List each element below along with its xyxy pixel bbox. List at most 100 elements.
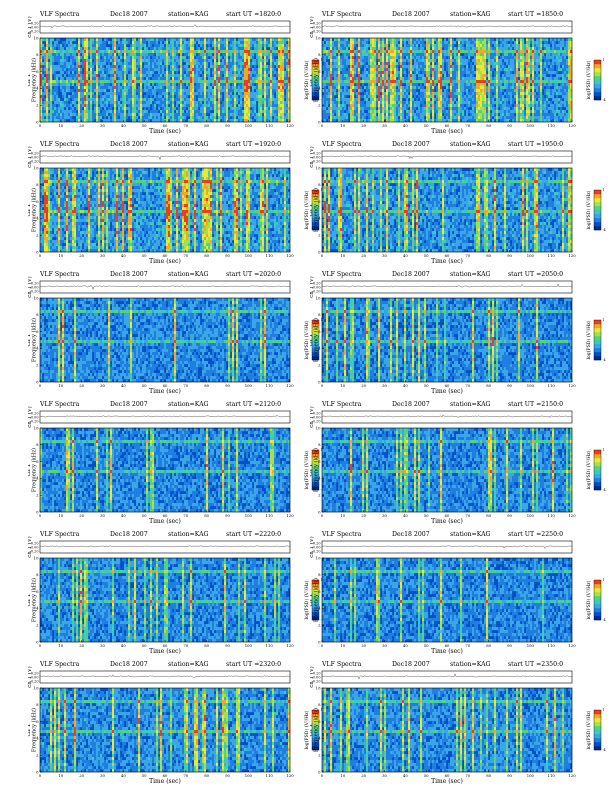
spectrogram-cell: [190, 53, 193, 57]
x-axis-label: Time (sec): [149, 128, 181, 135]
spectrogram-cell: [364, 74, 367, 78]
spectrogram-cell: [440, 38, 443, 42]
spectrogram-cell: [234, 107, 237, 111]
spectrogram-cell: [440, 89, 443, 93]
spectrogram-cell: [394, 101, 397, 105]
spectrogram-cell: [174, 65, 177, 69]
spectrogram-cell: [226, 65, 229, 69]
spectrogram-cell: [158, 56, 161, 60]
spectrogram-cell: [60, 53, 63, 57]
spectrogram-cell: [280, 74, 283, 78]
spectrogram-cell: [344, 86, 347, 90]
spectrogram-cell: [262, 86, 265, 90]
spectrogram-cell: [362, 41, 365, 45]
spectrogram-cell: [90, 101, 93, 105]
spectrogram-cell: [90, 98, 93, 102]
spectrogram-cell: [280, 77, 283, 81]
spectrogram-cell: [382, 62, 385, 66]
spectrogram-cell: [240, 119, 243, 123]
spectrogram-cell: [446, 89, 449, 93]
spectrogram-cell: [286, 59, 289, 63]
spectrogram-cell: [216, 62, 219, 66]
spectrogram-cell: [396, 65, 399, 69]
spectrogram-cell: [182, 113, 185, 117]
spectrogram-cell: [436, 62, 439, 66]
spectrogram-cell: [142, 104, 145, 108]
spectrogram-cell: [102, 59, 105, 63]
spectrogram-cell: [344, 107, 347, 111]
spectrogram-cell: [166, 119, 169, 123]
spectrogram-cell: [76, 119, 79, 123]
spectrogram-cell: [194, 59, 197, 63]
spectrogram-cell: [342, 92, 345, 96]
spectrogram-cell: [342, 38, 345, 42]
spectrogram-cell: [428, 53, 431, 57]
spectrogram-cell: [52, 113, 55, 117]
spectrogram-cell: [346, 92, 349, 96]
spectrogram-cell: [364, 104, 367, 108]
spectrogram-cell: [170, 110, 173, 114]
spectrogram-cell: [430, 44, 433, 48]
spectrogram-cell: [272, 38, 275, 42]
spectrogram-cell: [64, 89, 67, 93]
spectrogram-cell: [150, 50, 153, 54]
spectrogram-cell: [272, 62, 275, 66]
spectrogram-cell: [180, 50, 183, 54]
spectrogram-cell: [400, 119, 403, 123]
spectrogram-cell: [252, 77, 255, 81]
spectrogram-cell: [418, 65, 421, 69]
spectrogram-cell: [270, 71, 273, 75]
spectrogram-cell: [324, 80, 327, 84]
spectrogram-cell: [370, 86, 373, 90]
spectrogram-cell: [178, 80, 181, 84]
spectrogram-cell: [400, 50, 403, 54]
spectrogram-cell: [162, 101, 165, 105]
frequency-axis-label: Frequency (kHz): [31, 58, 38, 102]
spectrogram-cell: [240, 92, 243, 96]
spectrogram-cell: [248, 65, 251, 69]
spectrogram-cell: [162, 104, 165, 108]
spectrogram-cell: [88, 107, 91, 111]
spectrogram-cell: [134, 71, 137, 75]
spectrogram-cell: [266, 77, 269, 81]
spectrogram-cell: [400, 98, 403, 102]
spectrogram-cell: [68, 104, 71, 108]
spectrogram-cell: [240, 95, 243, 99]
spectrogram-cell: [68, 80, 71, 84]
spectrogram-cell: [222, 80, 225, 84]
spectrogram-cell: [166, 65, 169, 69]
spectrogram-cell: [364, 65, 367, 69]
spectrogram-cell: [188, 80, 191, 84]
spectrogram-cell: [432, 50, 435, 54]
spectrogram-cell: [112, 47, 115, 51]
spectrogram-cell: [156, 80, 159, 84]
spectrogram-cell: [456, 77, 459, 81]
spectrogram-cell: [210, 53, 213, 57]
spectrogram-cell: [50, 95, 53, 99]
spectrogram-cell: [394, 65, 397, 69]
spectrogram-cell: [224, 53, 227, 57]
spectrogram-cell: [438, 89, 441, 93]
spectrogram-cell: [396, 56, 399, 60]
spectrogram-cell: [338, 50, 341, 54]
spectrogram-cell: [376, 71, 379, 75]
spectrogram-cell: [118, 113, 121, 117]
spectrogram-cell: [424, 83, 427, 87]
spectrogram-cell: [218, 101, 221, 105]
spectrogram-cell: [452, 98, 455, 102]
spectrogram-cell: [186, 68, 189, 72]
spectrogram-cell: [238, 71, 241, 75]
spectrogram-cell: [446, 44, 449, 48]
spectrogram-cell: [376, 38, 379, 42]
spectrogram-cell: [262, 107, 265, 111]
spectrogram-cell: [120, 86, 123, 90]
spectrogram-cell: [44, 92, 47, 96]
spectrogram-cell: [104, 98, 107, 102]
spectrogram-cell: [220, 110, 223, 114]
spectrogram-cell: [276, 92, 279, 96]
spectrogram-cell: [116, 56, 119, 60]
spectrogram-cell: [436, 95, 439, 99]
spectrogram-cell: [174, 86, 177, 90]
spectrogram-cell: [94, 50, 97, 54]
spectrogram-cell: [242, 44, 245, 48]
